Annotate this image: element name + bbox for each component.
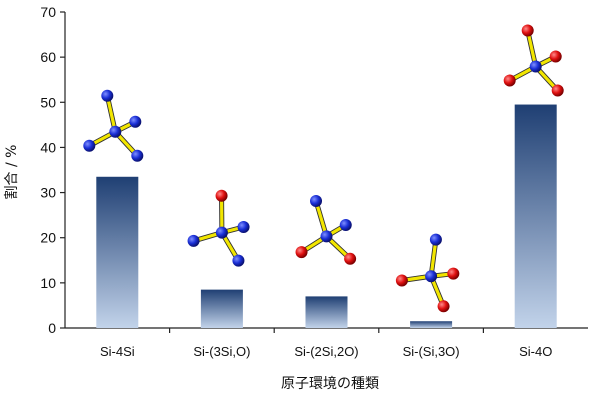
si-atom [131,149,144,162]
x-category-label: Si-(2Si,2O) [294,344,358,359]
si-atom-center [320,230,333,243]
y-axis-ticks: 0 10 20 30 40 50 60 70 [40,4,65,336]
x-category-label: Si-4O [519,344,552,359]
bar-3 [410,321,453,328]
o-atom [295,246,308,259]
si-atom [339,219,352,232]
si-atom [429,233,442,246]
si-atom-center [425,270,438,283]
molecule-cluster-3 [395,233,460,313]
molecule-cluster-0 [83,89,144,162]
si-atom-center [529,60,542,73]
si-atom [187,234,200,247]
y-axis-title: 割合 / % [3,145,20,200]
y-tick-label: 30 [40,185,56,201]
bond [526,28,538,69]
si-atom [83,139,96,152]
y-tick-label: 0 [48,320,56,336]
o-atom [551,84,564,97]
si-atom [232,254,245,267]
si-atom-center [215,226,228,239]
si-atom [310,195,323,208]
molecule-annotations [83,24,564,313]
bar-1 [200,289,243,328]
y-tick-label: 40 [40,139,56,155]
si-atom-center [109,125,122,138]
si-atom [129,115,142,128]
si-atom [101,89,114,102]
o-atom [437,300,450,313]
bond [314,199,329,238]
si-atom [237,221,250,234]
molecule-cluster-1 [187,189,250,267]
molecule-cluster-2 [295,195,357,265]
o-atom [395,274,408,287]
o-atom [503,74,516,87]
bar-2 [305,296,348,328]
o-atom [549,50,562,63]
bar-4 [514,104,557,329]
y-tick-label: 20 [40,230,56,246]
molecule-cluster-4 [503,24,564,97]
y-tick-label: 50 [40,94,56,110]
o-atom [344,252,357,265]
x-category-label: Si-(Si,3O) [403,344,460,359]
bond [105,94,117,134]
o-atom [215,189,228,202]
o-atom [521,24,534,37]
bars [96,104,557,329]
x-axis-ticks: Si-4Si Si-(3Si,O) Si-(2Si,2O) Si-(Si,3O) Si-… [100,328,552,359]
y-tick-label: 10 [40,275,56,291]
plot-area [64,12,588,329]
o-atom [447,267,460,280]
y-tick-label: 70 [40,4,56,20]
y-tick-label: 60 [40,49,56,65]
x-category-label: Si-(3Si,O) [193,344,250,359]
bond [429,238,438,278]
x-category-label: Si-4Si [100,344,135,359]
bar-0 [96,176,139,328]
x-axis-title: 原子環境の種類 [281,376,379,392]
